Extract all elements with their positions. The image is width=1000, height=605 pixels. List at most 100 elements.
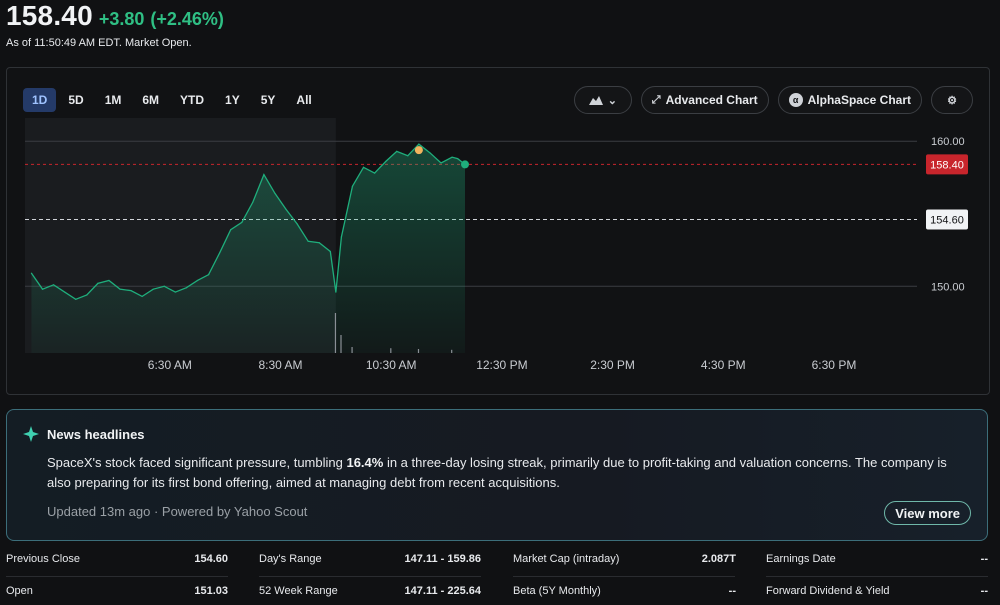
price-point — [141, 295, 143, 298]
news-summary: SpaceX's stock faced significant pressur… — [47, 453, 957, 493]
stat-label: 52 Week Range — [259, 585, 338, 597]
price-point — [429, 152, 431, 154]
range-ytd[interactable]: YTD — [180, 93, 205, 107]
previous-close-label: 154.60 — [930, 215, 964, 227]
price-point — [263, 173, 265, 176]
news-title: News headlines — [47, 426, 145, 442]
x-tick-label: 10:30 AM — [366, 358, 417, 372]
advanced-chart-button[interactable]: ⤢ Advanced Chart — [640, 86, 769, 114]
news-header: News headlines — [23, 426, 145, 442]
news-summary-start: SpaceX's stock faced significant pressur… — [47, 455, 347, 470]
stat-value: 147.11 - 159.86 — [404, 553, 481, 565]
price-point — [396, 150, 398, 152]
price-point — [318, 242, 320, 244]
price-point — [252, 201, 254, 203]
range-1y[interactable]: 1Y — [225, 93, 240, 107]
price-change: +3.80 — [98, 9, 145, 29]
price-point — [285, 208, 287, 210]
stat-label: Beta (5Y Monthly) — [513, 585, 601, 597]
stat-value: -- — [980, 585, 988, 597]
x-tick-label: 8:30 AM — [259, 358, 303, 372]
price-point — [296, 223, 298, 225]
x-tick-label: 6:30 PM — [812, 358, 857, 372]
chart-toolbar: ⌄ ⤢ Advanced Chart α AlphaSpace Chart ⚙ — [573, 86, 973, 114]
price-point — [440, 162, 442, 164]
quote-timestamp: As of 11:50:49 AM EDT. Market Open. — [6, 37, 192, 49]
price-point — [407, 155, 409, 157]
range-1d[interactable]: 1D — [23, 88, 57, 112]
alphaspace-logo-icon: α — [788, 93, 803, 107]
price-point — [86, 294, 88, 296]
price-point — [196, 279, 199, 282]
price-point — [185, 287, 188, 289]
price-area — [31, 144, 466, 353]
price-point — [219, 252, 221, 254]
event-marker — [414, 146, 423, 155]
stat-label: Open — [6, 585, 33, 597]
current-price-tag — [926, 154, 968, 175]
chevron-down-icon: ⌄ — [607, 94, 617, 107]
x-tick-label: 4:30 PM — [701, 358, 746, 372]
price-point — [75, 298, 77, 300]
divider — [6, 576, 228, 577]
stat-value: 147.11 - 225.64 — [404, 585, 481, 597]
stat-value: -- — [728, 585, 736, 597]
price-point — [130, 290, 132, 292]
alphaspace-chart-button[interactable]: α AlphaSpace Chart — [777, 86, 922, 114]
price-point — [97, 282, 99, 284]
price-point — [207, 274, 210, 276]
chart-type-button[interactable]: ⌄ — [573, 86, 632, 114]
news-summary-end: in a three-day losing streak, primarily … — [47, 455, 947, 490]
price-point — [340, 236, 342, 238]
stat-value: -- — [980, 553, 988, 565]
stats-row: Previous Close 154.60 Day's Range 147.11… — [6, 553, 996, 573]
range-6m[interactable]: 6M — [142, 93, 160, 107]
divider — [259, 576, 481, 577]
x-tick-label: 6:30 AM — [148, 358, 192, 372]
volume-bar — [340, 335, 342, 353]
price-point — [174, 291, 176, 293]
stat-value: 154.60 — [194, 553, 228, 565]
price-point — [274, 192, 276, 195]
sparkle-icon — [23, 426, 39, 442]
chart-settings-button[interactable]: ⚙ — [931, 86, 973, 114]
volume-bar — [417, 349, 420, 353]
advanced-chart-label: Advanced Chart — [665, 93, 758, 107]
price-chart[interactable]: 160.00 150.00 154.60 158.40 6:30 AM 8:30 AM 10… — [7, 68, 989, 394]
price-point — [457, 158, 459, 160]
range-5y[interactable]: 5Y — [260, 93, 276, 107]
price-point — [307, 240, 309, 242]
expand-icon: ⤢ — [651, 93, 661, 106]
volume-bar — [451, 349, 453, 353]
range-all[interactable]: All — [296, 93, 312, 107]
news-summary-highlight: 16.4% — [346, 455, 384, 470]
price-point — [241, 221, 243, 224]
volume-bar — [351, 347, 353, 353]
news-headlines-card: News headlines SpaceX's stock faced sign… — [6, 409, 988, 541]
range-1m[interactable]: 1M — [104, 93, 122, 107]
price-point — [362, 166, 365, 168]
news-updated: Updated 13m ago · Powered by Yahoo Scout — [47, 504, 308, 519]
price-point — [335, 291, 337, 293]
price-point — [230, 229, 232, 231]
mountain-chart-icon — [588, 96, 603, 105]
price-point — [64, 291, 66, 293]
range-selector: 1D 5D 1M 6M YTD 1Y 5Y All — [23, 88, 321, 112]
volume-bar — [334, 313, 337, 353]
stat-value: 2.087T — [701, 553, 736, 565]
volume-bar — [390, 348, 392, 353]
price-line — [30, 143, 466, 301]
divider — [513, 576, 735, 577]
price-point — [385, 160, 387, 163]
gear-icon: ⚙ — [947, 94, 957, 107]
price-point — [451, 156, 453, 158]
chart-panel: 160.00 150.00 154.60 158.40 6:30 AM 8:30 AM 10… — [6, 67, 990, 395]
x-tick-label: 2:30 PM — [590, 358, 635, 372]
price-point — [163, 285, 165, 287]
view-more-button[interactable]: View more — [884, 501, 971, 525]
current-price-label: 158.40 — [930, 159, 964, 171]
price-point — [52, 284, 55, 286]
range-5d[interactable]: 5D — [68, 93, 84, 107]
price-point — [108, 279, 110, 282]
divider — [766, 576, 988, 577]
